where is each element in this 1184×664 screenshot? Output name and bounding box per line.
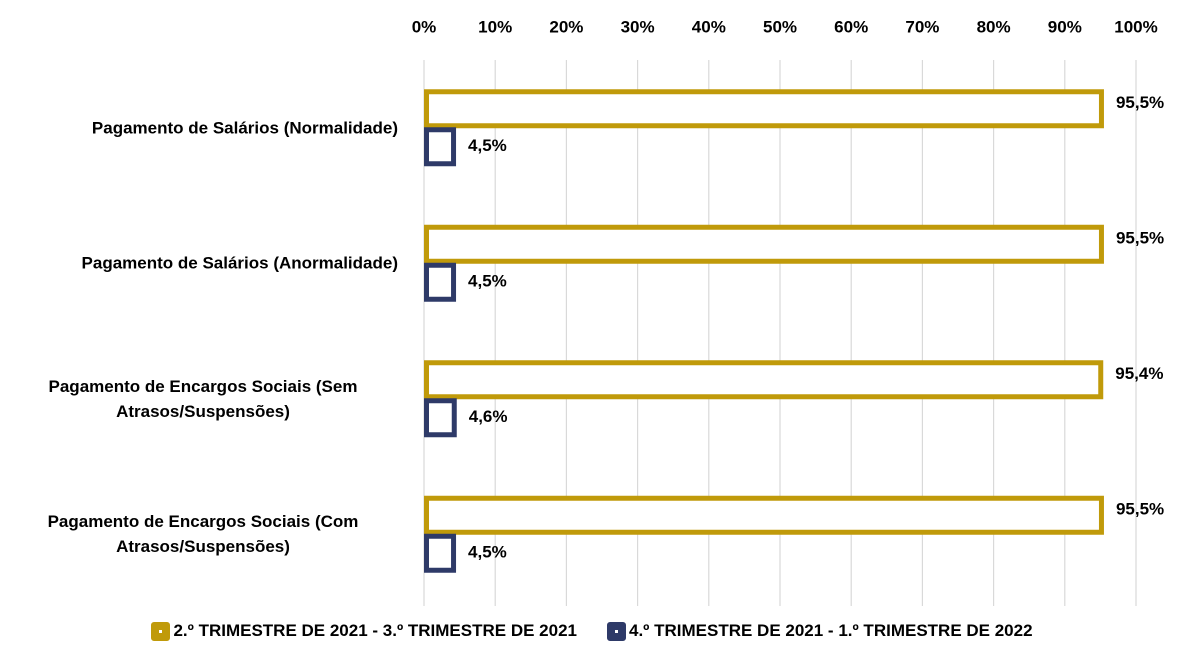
legend-swatch — [151, 621, 171, 641]
category-label: Pagamento de Salários (Anormalidade) — [81, 253, 398, 273]
bar — [424, 495, 1104, 535]
bar — [424, 127, 457, 167]
bar — [424, 533, 457, 573]
x-tick-label: 10% — [478, 17, 512, 36]
data-label: 4,5% — [468, 272, 507, 291]
data-label: 95,4% — [1115, 364, 1163, 383]
data-label: 4,5% — [468, 543, 507, 562]
bar — [424, 360, 1104, 400]
x-tick-label: 30% — [621, 17, 655, 36]
data-label: 4,6% — [469, 407, 508, 426]
legend-label: 4.º TRIMESTRE DE 2021 - 1.º TRIMESTRE DE… — [629, 621, 1033, 640]
data-label: 95,5% — [1116, 93, 1164, 112]
x-tick-label: 90% — [1048, 17, 1082, 36]
legend: 2.º TRIMESTRE DE 2021 - 3.º TRIMESTRE DE… — [0, 621, 1184, 641]
bar — [424, 262, 457, 302]
category-label: Pagamento de Encargos Sociais (Sem Atras… — [48, 376, 358, 421]
bar — [424, 224, 1104, 264]
x-tick-label: 80% — [977, 17, 1011, 36]
x-tick-label: 50% — [763, 17, 797, 36]
category-label: Pagamento de Salários (Normalidade) — [91, 118, 398, 138]
data-label: 95,5% — [1116, 500, 1164, 519]
bar — [424, 89, 1104, 129]
legend-item: 4.º TRIMESTRE DE 2021 - 1.º TRIMESTRE DE… — [607, 621, 1033, 641]
x-tick-label: 70% — [905, 17, 939, 36]
legend-label: 2.º TRIMESTRE DE 2021 - 3.º TRIMESTRE DE… — [173, 621, 577, 640]
legend-swatch — [607, 621, 626, 641]
x-tick-label: 20% — [549, 17, 583, 36]
category-label: Pagamento de Encargos Sociais (Com Atras… — [47, 512, 359, 557]
bar — [424, 398, 457, 438]
data-label: 4,5% — [468, 136, 507, 155]
legend-item: 2.º TRIMESTRE DE 2021 - 3.º TRIMESTRE DE… — [151, 621, 577, 641]
x-tick-label: 40% — [692, 17, 726, 36]
x-tick-label: 60% — [834, 17, 868, 36]
x-tick-label: 0% — [412, 17, 437, 36]
data-label: 95,5% — [1116, 229, 1164, 248]
x-tick-label: 100% — [1114, 17, 1157, 36]
